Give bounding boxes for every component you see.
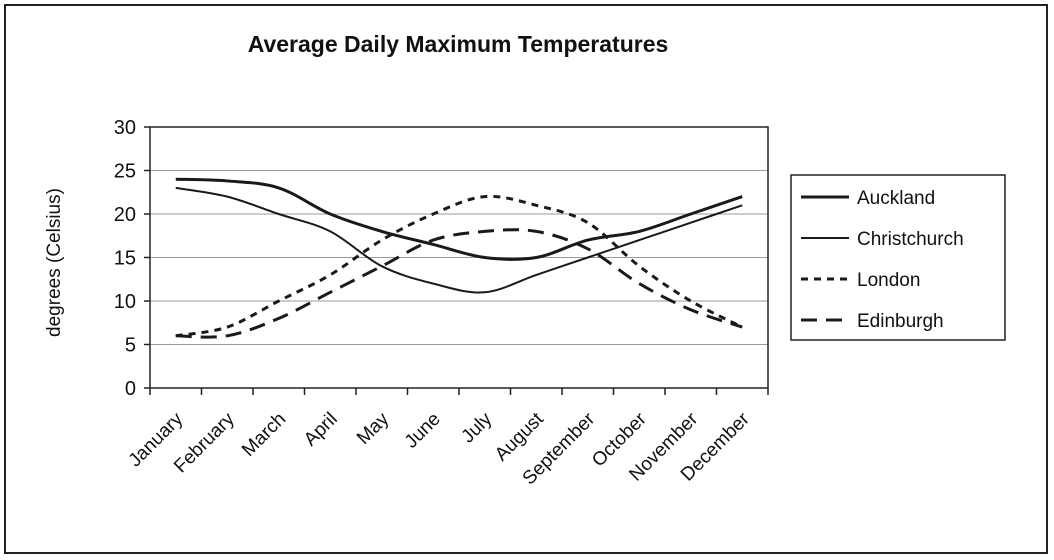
legend-label-london: London (857, 270, 920, 291)
legend-label-auckland: Auckland (857, 188, 935, 209)
y-tick-label: 5 (125, 335, 136, 357)
legend-box (790, 174, 1006, 341)
y-tick-label: 25 (114, 161, 136, 183)
y-tick-label: 0 (125, 378, 136, 400)
x-tick-label: June (401, 409, 445, 453)
legend-label-christchurch: Christchurch (857, 229, 964, 250)
y-tick-label: 30 (114, 117, 136, 139)
gridlines (150, 170, 768, 345)
y-tick-label: 20 (114, 204, 136, 226)
legend: Auckland Christchurch London Edinburgh (790, 174, 1006, 341)
x-tick-label: April (300, 409, 342, 451)
y-tick-label: 15 (114, 248, 136, 270)
series-line-edinburgh (175, 228, 743, 339)
series-line-christchurch (175, 186, 743, 294)
series-line-auckland (175, 177, 743, 261)
y-tick-label: 10 (114, 291, 136, 313)
y-axis-label: degrees (Celsius) (44, 188, 65, 337)
series-line-london (175, 194, 743, 338)
x-tick-label: July (458, 408, 497, 447)
legend-label-edinburgh: Edinburgh (857, 311, 944, 332)
series-lines (175, 177, 743, 339)
x-tick-label: March (238, 409, 290, 461)
x-tick-label: May (353, 408, 394, 449)
chart-title: Average Daily Maximum Temperatures (248, 31, 669, 57)
